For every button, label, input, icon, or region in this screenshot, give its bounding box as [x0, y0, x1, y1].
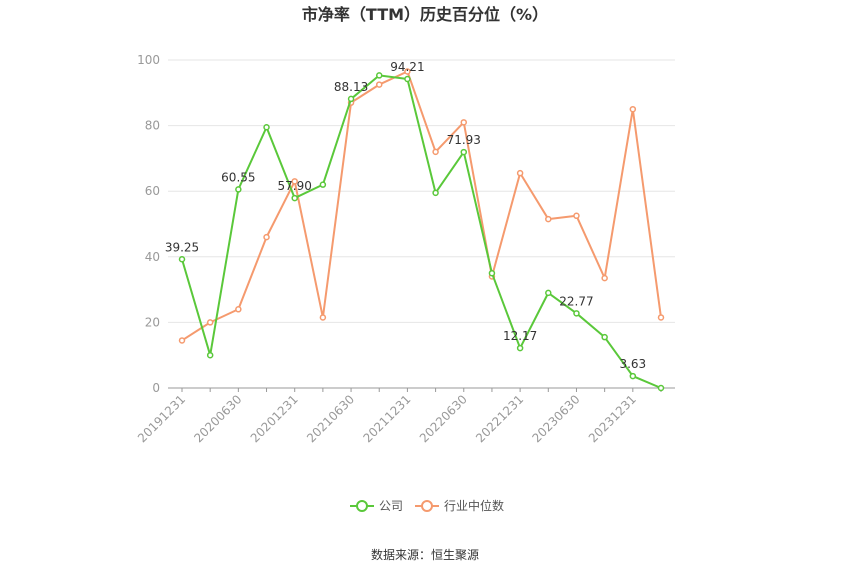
x-tick-label: 20221231: [473, 392, 526, 445]
data-point[interactable]: [319, 181, 327, 188]
data-point[interactable]: [488, 269, 496, 277]
data-labels: 39.25 60.55 57.90 88.13 94.21 71.93 12.17 22.77…: [165, 60, 646, 371]
x-tick-label: 20231231: [586, 392, 639, 445]
grid: [168, 59, 675, 323]
data-point[interactable]: [516, 169, 524, 177]
data-label: 12.17: [503, 329, 537, 343]
y-tick-label: 0: [152, 381, 160, 395]
legend[interactable]: 公司 行业中位数: [350, 498, 504, 513]
data-point[interactable]: [404, 75, 411, 83]
y-tick-label: 80: [145, 119, 160, 133]
series-line-0: [181, 74, 662, 389]
data-point[interactable]: [601, 333, 608, 341]
data-point[interactable]: [178, 337, 186, 344]
y-axis: 0 20 40 60 80 100: [137, 53, 160, 395]
x-tick-label: 20220630: [417, 392, 470, 445]
x-tick-label: 20210630: [304, 392, 357, 445]
series-line-1: [181, 70, 662, 342]
y-tick-label: 20: [145, 315, 160, 329]
x-tick-label: 20230630: [530, 392, 583, 445]
x-axis: 20191231 20200630 20201231 20210630 20211231…: [135, 387, 675, 445]
data-point[interactable]: [460, 148, 468, 156]
legend-swatch-marker[interactable]: [356, 500, 368, 512]
source-note: 数据来源：恒生聚源: [371, 547, 479, 562]
data-point[interactable]: [601, 274, 608, 282]
x-tick-label: 20191231: [135, 392, 188, 445]
data-point[interactable]: [235, 186, 242, 193]
data-point[interactable]: [375, 81, 383, 88]
data-point[interactable]: [291, 194, 298, 202]
data-point[interactable]: [629, 372, 637, 380]
legend-swatch-marker[interactable]: [421, 500, 433, 512]
data-point[interactable]: [404, 68, 411, 75]
data-point[interactable]: [573, 212, 580, 220]
y-tick-label: 100: [137, 53, 160, 67]
x-tick-label: 20200630: [191, 392, 244, 445]
chart-title: 市净率（TTM）历史百分位（%）: [302, 5, 548, 24]
data-point[interactable]: [573, 310, 580, 317]
data-label: 71.93: [447, 133, 481, 147]
data-label: 39.25: [165, 240, 199, 254]
data-point[interactable]: [432, 148, 439, 156]
legend-label[interactable]: 公司: [379, 499, 403, 513]
data-label: 57.90: [278, 179, 312, 193]
y-tick-label: 40: [145, 250, 160, 264]
data-point[interactable]: [235, 306, 242, 313]
data-point[interactable]: [291, 178, 298, 185]
data-point[interactable]: [263, 123, 270, 131]
series-group: [178, 68, 665, 392]
data-point[interactable]: [460, 119, 468, 126]
data-point[interactable]: [263, 233, 270, 241]
data-point[interactable]: [432, 189, 439, 197]
data-label: 22.77: [559, 294, 593, 308]
x-tick-label: 20211231: [360, 392, 413, 445]
data-label: 94.21: [390, 60, 424, 74]
data-label: 60.55: [221, 170, 255, 184]
data-point[interactable]: [347, 95, 355, 103]
data-point[interactable]: [545, 289, 552, 297]
x-tick-label: 20201231: [248, 392, 301, 445]
data-point[interactable]: [657, 314, 665, 321]
data-label: 88.13: [334, 80, 368, 94]
data-point[interactable]: [206, 351, 214, 359]
legend-label[interactable]: 行业中位数: [444, 498, 504, 513]
data-point[interactable]: [319, 314, 327, 321]
data-label: 3.63: [619, 357, 646, 371]
data-point[interactable]: [516, 344, 524, 352]
data-point[interactable]: [629, 105, 637, 113]
data-point[interactable]: [375, 72, 383, 79]
y-tick-label: 60: [145, 184, 160, 198]
data-point[interactable]: [545, 215, 552, 223]
data-point[interactable]: [206, 319, 214, 326]
data-point[interactable]: [178, 256, 186, 263]
data-point[interactable]: [657, 384, 665, 392]
